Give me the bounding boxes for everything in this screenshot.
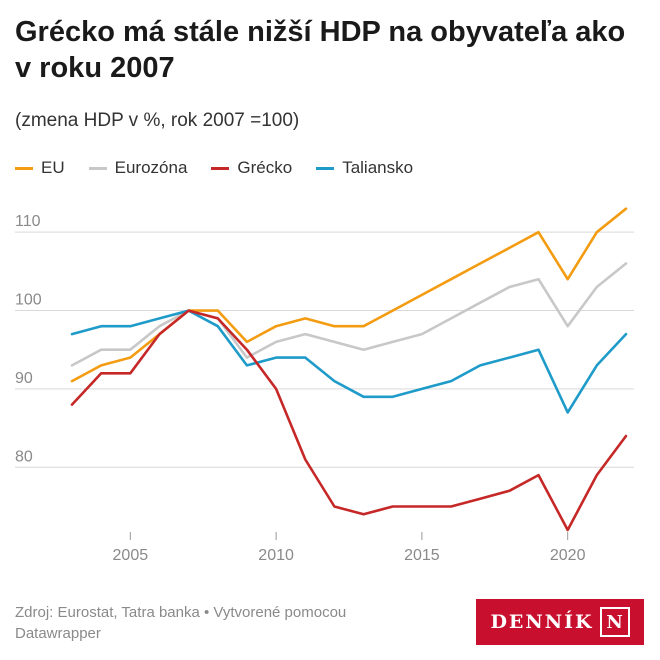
legend-swatch-eurozona <box>88 166 107 170</box>
legend-item-eu: EU <box>15 158 65 178</box>
legend-swatch-taliansko <box>316 166 335 170</box>
x-tick-label-2020: 2020 <box>550 547 586 564</box>
series-line-eurozona <box>70 262 628 367</box>
logo-text: DENNÍK <box>490 611 594 633</box>
legend-label-eu: EU <box>41 158 65 177</box>
series-line-taliansko <box>70 309 628 414</box>
line-chart: 80 90 100 110 2005 2010 2015 2020 <box>15 207 634 564</box>
y-tick-label-90: 90 <box>15 370 33 387</box>
y-tick-label-100: 100 <box>15 292 42 309</box>
legend-item-grecko: Grécko <box>211 158 292 178</box>
chart-title: Grécko má stále nižší HDP na obyvateľa a… <box>15 16 626 84</box>
logo-n-box: N <box>599 607 630 637</box>
x-tick-label-2005: 2005 <box>113 547 149 564</box>
source-note: Zdroj: Eurostat, Tatra banka • Vytvorené… <box>15 604 347 642</box>
y-tick-label-80: 80 <box>15 448 33 465</box>
dennik-n-logo: DENNÍK N <box>476 599 644 645</box>
x-tick-label-2015: 2015 <box>404 547 440 564</box>
y-tick-label-110: 110 <box>15 213 41 230</box>
series-line-eu <box>70 207 628 383</box>
legend-item-taliansko: Taliansko <box>316 158 413 178</box>
series-line-grecko <box>70 309 628 532</box>
legend-label-grecko: Grécko <box>237 158 293 177</box>
x-tick-label-2010: 2010 <box>258 547 294 564</box>
legend-item-eurozona: Eurozóna <box>88 158 188 178</box>
legend-label-eurozona: Eurozóna <box>114 158 188 177</box>
chart-subtitle: (zmena HDP v %, rok 2007 =100) <box>15 110 300 131</box>
legend-swatch-grecko <box>211 166 230 170</box>
chart-legend: EU Eurozóna Grécko Taliansko <box>15 158 437 178</box>
legend-label-taliansko: Taliansko <box>342 158 414 177</box>
legend-swatch-eu <box>15 166 33 170</box>
